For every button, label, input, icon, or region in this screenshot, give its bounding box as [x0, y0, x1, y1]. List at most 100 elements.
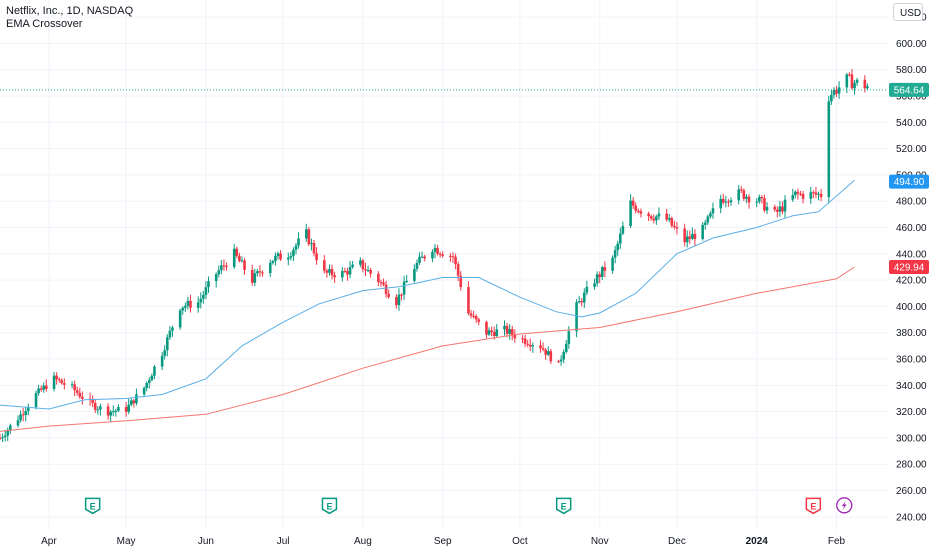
price-marker-0 — [889, 82, 929, 97]
candle-body — [256, 271, 259, 274]
candle-body — [0, 437, 2, 439]
candle-body — [145, 382, 149, 389]
earnings-marker[interactable] — [555, 497, 572, 515]
candle-body — [24, 411, 28, 416]
candle-body — [171, 327, 174, 331]
candle-body — [848, 74, 851, 76]
candle-body — [814, 192, 818, 195]
price-marker-label: 429.94 — [894, 263, 925, 274]
candle-body — [232, 248, 236, 267]
candle-body — [819, 193, 823, 198]
candle-body — [359, 260, 362, 265]
candle-body — [655, 216, 658, 221]
candle-body — [153, 366, 156, 376]
candle-body — [27, 407, 30, 412]
candle-body — [382, 282, 385, 285]
currency-button[interactable]: USD — [893, 3, 923, 21]
candle-body — [168, 330, 172, 338]
candle-body — [863, 79, 867, 89]
y-tick-label: 440.00 — [896, 249, 927, 260]
candle-body — [781, 206, 784, 212]
y-tick-label: 300.00 — [896, 433, 927, 444]
y-tick-label: 420.00 — [896, 276, 927, 287]
candle-body — [503, 325, 506, 330]
candle-body — [580, 301, 584, 303]
candle-body — [57, 379, 61, 381]
candle-body — [454, 256, 457, 265]
candle-body — [312, 243, 316, 254]
candle-body — [837, 87, 841, 94]
candle-body — [163, 350, 167, 356]
candle-body — [81, 396, 84, 399]
earnings-marker[interactable] — [805, 497, 822, 515]
earnings-marker[interactable] — [84, 497, 101, 515]
y-tick-label: 260.00 — [896, 486, 927, 497]
candle-body — [63, 383, 66, 385]
candle-body — [387, 294, 390, 297]
candle-body — [111, 411, 115, 413]
candle-body — [469, 313, 473, 316]
chart-title: Netflix, Inc., 1D, NASDAQ — [6, 5, 134, 17]
candle-body — [294, 245, 298, 250]
y-tick-label: 380.00 — [896, 328, 927, 339]
candle-body — [456, 264, 460, 276]
candle-body — [474, 316, 478, 320]
candle-body — [505, 325, 509, 334]
candle-body — [721, 198, 725, 203]
y-tick-label: 340.00 — [896, 381, 927, 392]
candle-body — [286, 257, 290, 260]
candle-body — [809, 192, 813, 199]
candle-body — [271, 261, 275, 263]
candle-body — [124, 407, 128, 412]
candle-body — [688, 236, 692, 239]
candle-body — [96, 409, 100, 411]
candle-body — [310, 243, 313, 245]
candle-body — [377, 273, 380, 283]
candle-body — [34, 393, 38, 408]
candle-body — [423, 256, 426, 259]
candle-body — [73, 384, 76, 391]
candle-body — [866, 86, 869, 89]
candle-body — [109, 411, 112, 416]
candle-body — [418, 256, 421, 263]
y-tick-label: 480.00 — [896, 197, 927, 208]
earnings-marker[interactable] — [321, 497, 338, 515]
candle-body — [691, 233, 694, 239]
candle-body — [557, 361, 560, 363]
candle-body — [673, 225, 676, 228]
candle-body — [459, 275, 463, 288]
candle-body — [801, 193, 805, 199]
candle-body — [75, 390, 79, 393]
candle-body — [783, 199, 787, 212]
x-tick-label: Aug — [354, 536, 372, 547]
earnings-label: E — [326, 501, 332, 511]
candle-body — [747, 196, 751, 203]
x-tick-label: Apr — [41, 536, 57, 547]
candle-body — [742, 190, 746, 199]
candle-body — [240, 260, 244, 262]
candle-body — [150, 375, 154, 381]
candle-body — [665, 213, 668, 220]
candle-body — [19, 414, 22, 421]
candle-body — [196, 302, 200, 308]
candle-body — [451, 256, 455, 258]
candle-body — [325, 270, 329, 273]
candle-body — [433, 248, 437, 252]
candle-body — [279, 253, 282, 260]
candle-body — [369, 269, 372, 274]
candle-body — [544, 349, 547, 355]
candle-body — [812, 192, 815, 194]
x-tick-label: Nov — [591, 536, 609, 547]
candle-body — [477, 319, 481, 322]
candle-body — [346, 271, 349, 275]
candle-body — [186, 300, 190, 306]
candle-body — [379, 282, 383, 284]
candle-body — [549, 351, 553, 362]
indicator-label[interactable]: EMA Crossover — [6, 18, 83, 30]
x-tick-label: Sep — [434, 536, 452, 547]
candle-body — [526, 343, 529, 345]
x-tick-label: Jul — [277, 536, 290, 547]
candle-body — [817, 193, 820, 195]
candle-body — [595, 274, 599, 284]
